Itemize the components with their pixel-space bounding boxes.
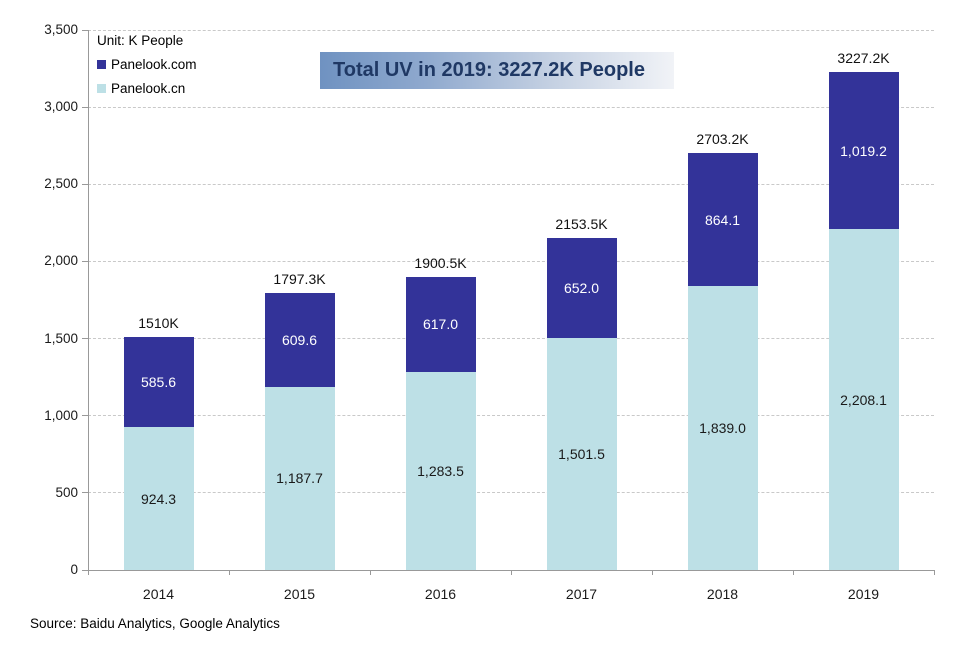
y-axis-label: 0 (70, 562, 78, 577)
gridline (88, 106, 934, 108)
gridline (88, 415, 934, 417)
legend-item: Panelook.com (97, 57, 197, 72)
y-axis-label: 2,000 (44, 253, 78, 269)
bar-segment-panelook-cn: 2,208.1 (828, 229, 899, 570)
bar-value-label: 585.6 (140, 374, 177, 391)
bar-value-label: 924.3 (140, 490, 177, 507)
bar-value-label: 2,208.1 (840, 391, 887, 408)
y-axis-tick (82, 338, 88, 340)
bar-value-label: 1,501.5 (558, 446, 605, 463)
bar-total-label: 1797.3K (273, 270, 326, 287)
bar-value-label: 652.0 (563, 280, 600, 297)
y-axis-tick (82, 29, 88, 31)
unit-label: Unit: K People (97, 33, 184, 48)
y-axis-line (87, 30, 89, 570)
title-banner: Total UV in 2019: 3227.2K People (320, 52, 674, 89)
bar-segment-panelook-cn: 924.3 (123, 427, 194, 570)
y-axis-tick (82, 492, 88, 494)
bar-value-label: 617.0 (422, 316, 459, 333)
gridline (88, 29, 934, 31)
bar-segment-panelook-com: 609.6 (264, 292, 335, 387)
legend-items: Panelook.com Panelook.cn (97, 57, 197, 96)
chart-title: Total UV in 2019: 3227.2K People (333, 59, 645, 81)
bar-total-label: 1510K (138, 315, 179, 332)
gridline (88, 492, 934, 494)
bar-total-label: 3227.2K (837, 50, 890, 67)
x-axis-label: 2016 (424, 586, 457, 602)
x-axis-tick (933, 570, 935, 575)
y-axis-label: 2,500 (44, 176, 78, 192)
legend-label: Panelook.com (111, 57, 197, 72)
y-axis-tick (82, 183, 88, 185)
legend-swatch (97, 60, 106, 69)
gridline (88, 183, 934, 185)
x-axis-tick (87, 570, 89, 575)
bar-segment-panelook-cn: 1,283.5 (405, 371, 476, 570)
x-axis-label: 2014 (142, 586, 175, 602)
bar-segment-panelook-cn: 1,501.5 (546, 338, 617, 570)
bar-segment-panelook-cn: 1,187.7 (264, 386, 335, 570)
bar-value-label: 1,019.2 (840, 142, 887, 159)
bar-total-label: 2703.2K (696, 130, 749, 147)
y-axis-tick (82, 260, 88, 262)
legend-label: Panelook.cn (111, 81, 186, 96)
y-axis-label: 3,000 (44, 99, 78, 115)
y-axis-label: 1,500 (44, 330, 78, 346)
x-axis-tick (651, 570, 653, 575)
bar-segment-panelook-com: 1,019.2 (828, 72, 899, 230)
legend: Unit: K People Panelook.com Panelook.cn (97, 33, 197, 96)
x-axis-label: 2017 (565, 586, 598, 602)
x-axis-tick (228, 570, 230, 575)
bar-value-label: 609.6 (281, 331, 318, 348)
x-axis-label: 2019 (847, 586, 880, 602)
legend-item: Panelook.cn (97, 81, 197, 96)
y-axis-label: 3,500 (44, 22, 78, 37)
y-axis-tick (82, 106, 88, 108)
bar-value-label: 1,187.7 (276, 470, 323, 487)
bar-segment-panelook-com: 585.6 (123, 337, 194, 428)
y-axis-label: 500 (55, 484, 78, 500)
bar-value-label: 1,839.0 (699, 420, 746, 437)
legend-swatch (97, 84, 106, 93)
x-axis-line (82, 569, 934, 571)
x-axis-tick (510, 570, 512, 575)
source-note: Source: Baidu Analytics, Google Analytic… (30, 616, 280, 631)
bar-value-label: 864.1 (704, 211, 741, 228)
bar-value-label: 1,283.5 (417, 462, 464, 479)
y-axis-tick (82, 415, 88, 417)
gridline (88, 338, 934, 340)
bar-total-label: 2153.5K (555, 215, 608, 232)
bar-segment-panelook-cn: 1,839.0 (687, 286, 758, 570)
bar-segment-panelook-com: 864.1 (687, 152, 758, 287)
x-axis-label: 2015 (283, 586, 316, 602)
bar-total-label: 1900.5K (414, 254, 467, 271)
x-axis-tick (792, 570, 794, 575)
bar-segment-panelook-com: 652.0 (546, 237, 617, 339)
x-axis-label: 2018 (706, 586, 739, 602)
x-axis-tick (369, 570, 371, 575)
y-axis-label: 1,000 (44, 407, 78, 423)
gridline (88, 260, 934, 262)
bar-segment-panelook-com: 617.0 (405, 276, 476, 372)
